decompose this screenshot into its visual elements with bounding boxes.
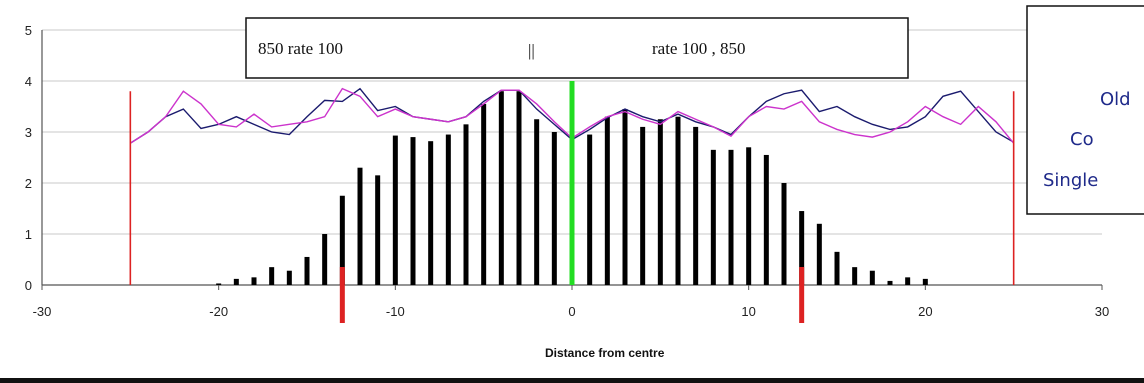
bar — [304, 256, 310, 285]
bar — [551, 132, 557, 285]
x-tick-label: 0 — [568, 304, 575, 319]
reference-lines — [129, 81, 1015, 323]
x-tick-label: 20 — [918, 304, 932, 319]
note-line-1: Old — [1100, 89, 1131, 110]
bar — [622, 109, 628, 285]
bar — [516, 91, 522, 285]
y-tick-label: 5 — [25, 23, 32, 38]
bar — [746, 147, 752, 285]
bar — [216, 283, 222, 285]
bar — [852, 267, 858, 285]
bar — [322, 234, 328, 285]
bar — [763, 154, 769, 285]
bar — [905, 277, 911, 285]
bar — [286, 270, 292, 285]
bar — [498, 91, 504, 285]
bar — [392, 135, 398, 285]
bar — [781, 183, 787, 285]
annotation-left: 850 rate 100 — [258, 39, 343, 58]
bar — [799, 211, 805, 285]
bar — [640, 126, 646, 286]
bar — [816, 223, 822, 285]
x-tick-label: -30 — [33, 304, 52, 319]
x-tick-label: -10 — [386, 304, 405, 319]
bar — [481, 103, 487, 285]
x-tick-label: -20 — [209, 304, 228, 319]
note-line-3: Single — [1043, 170, 1098, 191]
bar — [445, 134, 451, 285]
annotation-box: 850 rate 100 || rate 100 , 850 — [245, 17, 909, 79]
y-tick-label: 4 — [25, 74, 32, 89]
bar — [375, 175, 381, 285]
y-tick-label: 1 — [25, 227, 32, 242]
bar — [357, 167, 363, 285]
bar — [922, 278, 928, 285]
y-tick-label: 0 — [25, 278, 32, 293]
x-tick-label: 10 — [741, 304, 755, 319]
note-box: Old Co Single — [1026, 5, 1144, 215]
annotation-separator: || — [528, 41, 535, 60]
bar — [463, 124, 469, 285]
bar — [251, 277, 257, 285]
y-tick-label: 2 — [25, 176, 32, 191]
bar — [675, 116, 681, 285]
bars — [216, 91, 928, 286]
bar — [657, 119, 663, 285]
y-tick-label: 3 — [25, 125, 32, 140]
bar — [587, 134, 593, 285]
bar — [604, 116, 610, 285]
x-tick-label: 30 — [1095, 304, 1109, 319]
x-ticks: -30 -20 -10 0 10 20 30 — [33, 285, 1109, 319]
bar — [693, 126, 699, 286]
x-axis-label: Distance from centre — [545, 346, 665, 360]
note-line-2: Co — [1070, 129, 1094, 150]
bar — [339, 195, 345, 285]
bar — [869, 270, 875, 285]
bar — [410, 137, 416, 285]
annotation-right: rate 100 , 850 — [652, 39, 745, 58]
y-ticks: 0 1 2 3 4 5 — [25, 23, 32, 293]
bar — [233, 278, 239, 285]
bar — [269, 267, 275, 285]
bar — [710, 149, 716, 285]
bottom-border — [0, 378, 1144, 383]
bar — [834, 251, 840, 285]
bar — [887, 280, 893, 285]
bar — [428, 141, 434, 285]
bar — [534, 119, 540, 285]
bar — [728, 149, 734, 285]
